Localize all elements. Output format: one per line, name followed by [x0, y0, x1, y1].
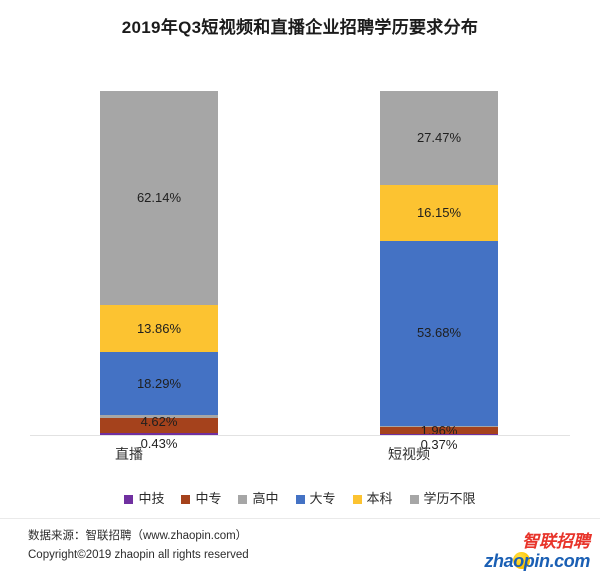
legend-swatch-icon: [295, 494, 305, 504]
legend-label: 学历不限: [423, 491, 476, 506]
legend-label: 大专: [309, 491, 336, 506]
legend-item-中专[interactable]: 中专: [181, 492, 221, 506]
legend-item-中技[interactable]: 中技: [124, 492, 164, 506]
legend-swatch-icon: [181, 494, 191, 504]
bar-segment-直播-学历不限[interactable]: 62.14%: [100, 91, 218, 305]
bar-segment-短视频-中专[interactable]: 1.96%: [380, 423, 498, 437]
category-label-0: 直播: [115, 446, 143, 462]
segment-value-label: 4.62%: [140, 413, 178, 429]
legend-label: 中专: [195, 491, 222, 506]
footer-copyright: Copyright©2019 zhaopin all rights reserv…: [28, 549, 249, 561]
bar-segment-短视频-高中[interactable]: [380, 425, 498, 427]
category-label-1: 短视频: [388, 446, 430, 462]
legend-swatch-icon: [238, 494, 248, 504]
axis-baseline: [30, 435, 570, 436]
legend-item-学历不限[interactable]: 学历不限: [409, 491, 476, 506]
legend-label: 本科: [366, 491, 393, 506]
chart-title: 2019年Q3短视频和直播企业招聘学历要求分布: [121, 18, 479, 37]
bar-segment-短视频-学历不限[interactable]: 27.47%: [380, 91, 498, 186]
legend-item-高中[interactable]: 高中: [238, 491, 279, 506]
footer-divider: [0, 518, 600, 519]
bar-segment-短视频-大专[interactable]: 53.68%: [380, 241, 498, 426]
logo-english-text: zhaopin.com: [484, 551, 590, 571]
footer-text: 数据来源：智联招聘（www.zhaopin.com） Copyright©201…: [28, 527, 249, 565]
bar-column-0[interactable]: 62.14% 13.86% 18.29% 4.62% 0.43%: [100, 91, 218, 451]
bar-segment-短视频-本科[interactable]: 16.15%: [380, 185, 498, 242]
legend-item-本科[interactable]: 本科: [352, 491, 393, 506]
footer-source: 数据来源：智联招聘（www.zhaopin.com）: [28, 530, 248, 542]
segment-value-label: 16.15%: [416, 205, 462, 221]
segment-value-label: 53.68%: [416, 325, 462, 341]
chart-legend: 中技 中专 高中 大专 本科 学历不限: [0, 492, 600, 506]
segment-value-label: 62.14%: [136, 189, 182, 205]
bar-segment-直播-本科[interactable]: 13.86%: [100, 304, 218, 353]
logo-dot-icon: [513, 552, 530, 569]
bar-column-1[interactable]: 27.47% 16.15% 53.68% 1.96% 0.37%: [380, 91, 498, 451]
segment-value-label: 13.86%: [136, 320, 182, 336]
bar-segment-短视频-中技[interactable]: 0.37%: [380, 433, 498, 451]
logo-chinese-text: 智联招聘: [522, 532, 590, 551]
bar-segment-直播-大专[interactable]: 18.29%: [100, 352, 218, 416]
bar-segment-直播-高中[interactable]: [100, 415, 218, 418]
segment-value-label: 27.47%: [416, 130, 462, 146]
plot-area: 62.14% 13.86% 18.29% 4.62% 0.43% 27.47% 16.15…: [30, 91, 570, 451]
segment-value-label: 18.29%: [136, 375, 182, 391]
legend-swatch-icon: [409, 494, 419, 504]
bar-segment-直播-中专[interactable]: 4.62%: [100, 413, 218, 434]
zhaopin-logo: 智联招聘 zhaopin.com: [476, 532, 592, 578]
legend-swatch-icon: [352, 494, 362, 504]
legend-swatch-icon: [124, 494, 134, 504]
legend-label: 中技: [138, 491, 165, 506]
bar-segment-直播-中技[interactable]: 0.43%: [100, 433, 218, 451]
legend-label: 高中: [252, 491, 279, 506]
legend-item-大专[interactable]: 大专: [295, 491, 336, 506]
